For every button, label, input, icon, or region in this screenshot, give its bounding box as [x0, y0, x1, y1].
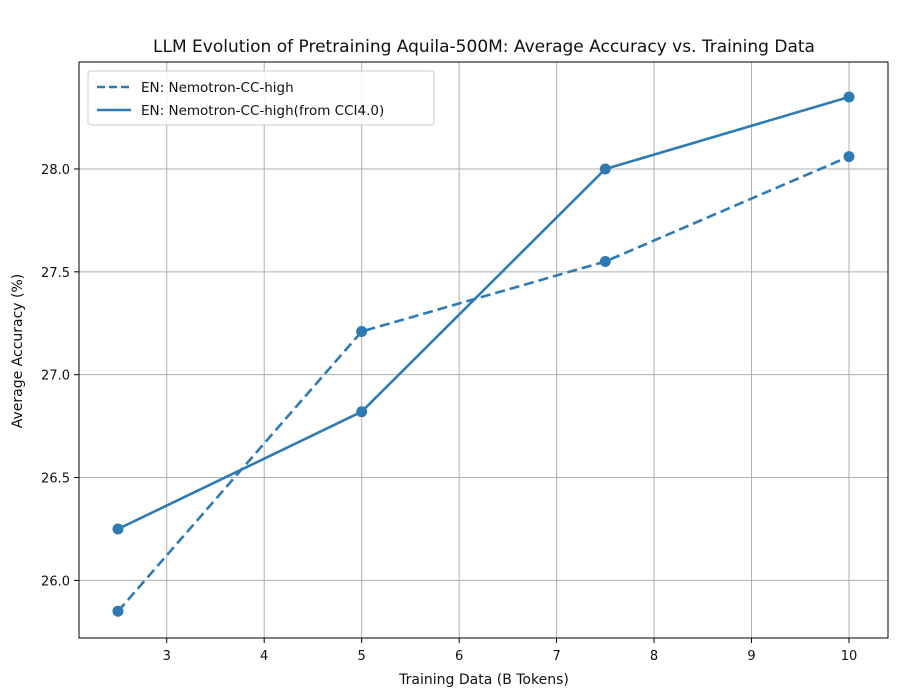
- x-tick-label: 5: [358, 649, 366, 664]
- legend: EN: Nemotron-CC-high EN: Nemotron-CC-hig…: [87, 70, 435, 126]
- x-tick-label: 7: [552, 649, 560, 664]
- x-tick-label: 10: [841, 649, 858, 664]
- data-point: [599, 163, 611, 175]
- y-tick-label: 27.0: [41, 369, 70, 384]
- data-point: [843, 91, 855, 103]
- grid-lines: [79, 62, 888, 638]
- x-axis-label: Training Data (B Tokens): [398, 672, 569, 688]
- x-tick-label: 4: [260, 649, 268, 664]
- legend-entry-nemotron-cc-high: EN: Nemotron-CC-high: [141, 80, 294, 96]
- data-point: [599, 256, 611, 268]
- data-point: [356, 325, 368, 337]
- y-axis-ticks: 26.0 26.5 27.0 27.5 28.0: [41, 163, 79, 589]
- data-point: [112, 523, 124, 535]
- x-tick-label: 3: [163, 649, 171, 664]
- legend-box: [87, 70, 435, 126]
- series-line-solid: [117, 95, 850, 531]
- x-axis-ticks: 3 4 5 6 7 8 9 10: [163, 638, 858, 664]
- x-tick-label: 8: [650, 649, 658, 664]
- plot-frame: [78, 61, 889, 639]
- chart-title: LLM Evolution of Pretraining Aquila-500M…: [153, 37, 815, 57]
- y-axis-label: Average Accuracy (%): [10, 274, 26, 429]
- data-point: [112, 605, 124, 617]
- x-tick-label: 6: [455, 649, 463, 664]
- x-tick-label: 9: [747, 649, 755, 664]
- y-tick-label: 26.5: [41, 472, 70, 487]
- legend-entry-nemotron-cc-high-from-cci4: EN: Nemotron-CC-high(from CCI4.0): [141, 103, 384, 119]
- data-point: [356, 406, 368, 418]
- y-tick-label: 27.5: [41, 266, 70, 281]
- series-layer: [112, 91, 855, 617]
- series-line-dashed: [117, 155, 850, 613]
- data-point: [843, 151, 855, 163]
- y-tick-label: 26.0: [41, 574, 70, 589]
- y-tick-label: 28.0: [41, 163, 70, 178]
